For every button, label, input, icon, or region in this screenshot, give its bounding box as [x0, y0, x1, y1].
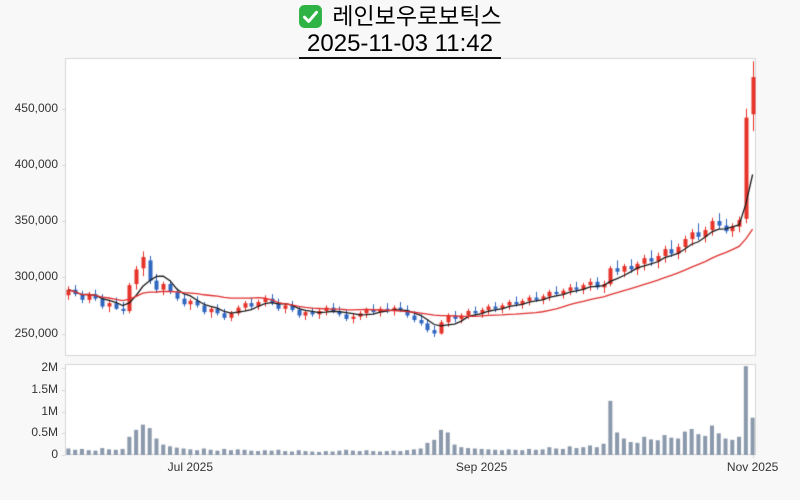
price-axis-label: 300,000 [14, 269, 58, 284]
chart-timestamp: 2025-11-03 11:42 [0, 30, 800, 59]
timestamp-text: 2025-11-03 11:42 [299, 30, 501, 59]
title-line: 레인보우로보틱스 [0, 2, 800, 30]
stock-name: 레인보우로보틱스 [332, 3, 502, 29]
x-axis-label: Sep 2025 [455, 460, 508, 474]
volume-axis-label: 0.5M [31, 425, 58, 440]
x-axis-label: Nov 2025 [726, 460, 779, 474]
chart-header: 레인보우로보틱스 2025-11-03 11:42 [0, 0, 800, 59]
price-axis-label: 400,000 [14, 156, 58, 171]
volume-axis-label: 2M [41, 360, 58, 375]
volume-axis-label: 1.5M [31, 382, 58, 396]
x-axis-label: Jul 2025 [167, 460, 214, 474]
volume-axis-label: 1M [41, 403, 58, 418]
price-axis-label: 450,000 [14, 100, 58, 115]
volume-axis-label: 0 [51, 447, 58, 461]
green-checkbox-icon [298, 4, 323, 29]
price-axis-label: 250,000 [14, 325, 58, 340]
price-axis-label: 350,000 [14, 213, 58, 228]
